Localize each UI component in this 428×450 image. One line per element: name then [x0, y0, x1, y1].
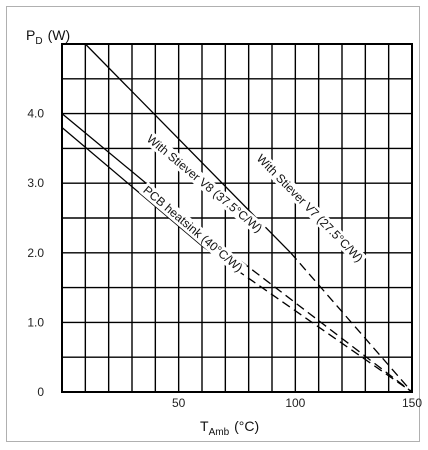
series-label: With Stiever V7 (27.5°C/W)	[254, 151, 366, 265]
y-axis-label: PD (W)	[26, 27, 70, 47]
y-tick-label: 1.0	[27, 315, 44, 329]
x-axis-label-sub: Amb	[209, 427, 230, 438]
series-line-dashed	[229, 252, 413, 393]
x-tick-labels: 50 100 150	[172, 396, 422, 410]
x-tick-label: 50	[172, 396, 186, 410]
y-tick-label: 3.0	[27, 176, 44, 190]
x-tick-label: 100	[285, 396, 305, 410]
series-label-background	[252, 150, 368, 267]
y-tick-labels: 0 1.0 2.0 3.0 4.0	[27, 107, 44, 399]
series-line-dashed	[290, 252, 413, 393]
x-axis-label-main: T	[200, 418, 209, 434]
y-axis-label-main: P	[26, 27, 35, 43]
x-axis-label: TAmb (°C)	[200, 418, 259, 438]
y-axis-label-unit: (W)	[48, 27, 71, 43]
y-tick-label: 2.0	[27, 246, 44, 260]
plot-area-border	[61, 43, 413, 393]
y-tick-label: 4.0	[27, 107, 44, 121]
x-tick-label: 150	[402, 396, 422, 410]
y-tick-label: 0	[37, 385, 44, 399]
series-labels: With Stiever V7 (27.5°C/W)With Stiever V…	[138, 130, 368, 277]
series-label-background	[138, 181, 247, 277]
y-axis-label-sub: D	[35, 36, 42, 47]
x-axis-label-unit: (°C)	[234, 418, 259, 434]
series-label-background	[142, 130, 267, 237]
series-line-solid	[61, 127, 203, 247]
